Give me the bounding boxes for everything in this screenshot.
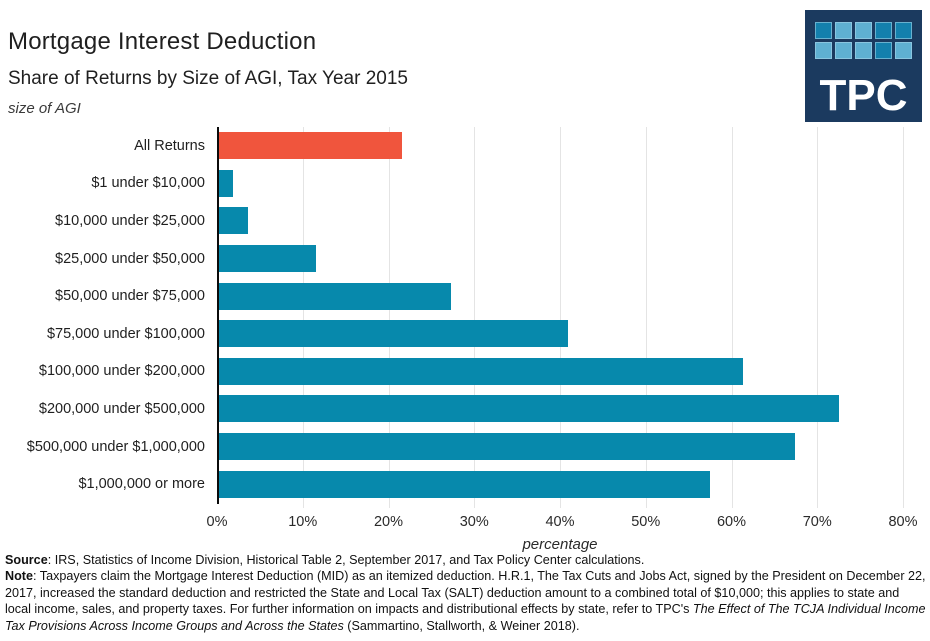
gridline (903, 127, 904, 508)
logo-square-icon (855, 22, 872, 39)
logo-square-icon (835, 22, 852, 39)
category-label: All Returns (134, 137, 205, 154)
bar-area (217, 207, 903, 235)
gridlines (217, 127, 904, 508)
chart-row: All Returns (0, 127, 930, 165)
logo-square-icon (855, 42, 872, 59)
chart-row: $10,000 under $25,000 (0, 202, 930, 240)
x-tick-label: 70% (802, 514, 832, 530)
gridline (645, 127, 647, 508)
bar-area (217, 245, 903, 273)
bar (217, 132, 403, 160)
gridline (560, 127, 561, 508)
x-axis-title: percentage (522, 536, 598, 553)
chart-row: $25,000 under $50,000 (0, 240, 930, 278)
bar-area (217, 395, 903, 423)
bar-area (217, 320, 903, 348)
note-publication-title: The Effect of The TCJA Individual Income… (5, 602, 926, 633)
tpc-logo: TPC (805, 10, 922, 122)
logo-square-icon (875, 22, 892, 39)
note-paragraph: Note: Taxpayers claim the Mortgage Inter… (5, 568, 926, 634)
gridline (388, 127, 390, 508)
bar-area (217, 470, 903, 498)
chart-row: $75,000 under $100,000 (0, 315, 930, 353)
bar (217, 470, 711, 498)
bar (217, 169, 234, 197)
note-text-2: (Sammartino, Stallworth, & Weiner 2018). (343, 618, 580, 633)
source-note: Source: IRS, Statistics of Income Divisi… (5, 552, 926, 568)
note-label: Note (5, 569, 33, 584)
bar (217, 395, 839, 423)
logo-square-icon (875, 42, 892, 59)
tpc-logo-text: TPC (819, 71, 908, 120)
chart-row: $200,000 under $500,000 (0, 390, 930, 428)
category-label: $1 under $10,000 (91, 175, 205, 192)
gridline (817, 127, 819, 508)
x-tick-label: 10% (288, 514, 318, 530)
y-axis-title: size of AGI (8, 100, 81, 117)
category-label: $75,000 under $100,000 (46, 325, 205, 342)
tpc-logo-grid-icon (815, 22, 912, 59)
gridline (302, 127, 304, 508)
x-tick-label: 20% (373, 514, 404, 530)
logo-square-icon (835, 42, 852, 59)
chart-rows: All Returns $1 under $10,000 $10,000 under… (0, 127, 930, 503)
bar-area (217, 357, 903, 385)
bar-area (217, 169, 903, 197)
chart-row: $500,000 under $1,000,000 (0, 428, 930, 466)
x-tick-label: 30% (459, 514, 489, 530)
bar-area (217, 282, 903, 310)
bar-area (217, 132, 903, 160)
bar (217, 245, 316, 273)
source-text: : IRS, Statistics of Income Division, Hi… (47, 553, 645, 567)
category-label: $200,000 under $500,000 (38, 400, 205, 417)
bar-chart: All Returns $1 under $10,000 $10,000 under… (0, 127, 930, 508)
note-text-1: : Taxpayers claim the Mortgage Interest … (5, 569, 926, 617)
category-label: $1,000,000 or more (78, 476, 205, 493)
category-label: $50,000 under $75,000 (55, 288, 205, 305)
category-label: $10,000 under $25,000 (55, 212, 205, 229)
x-tick-label: 40% (545, 514, 575, 530)
category-label: $500,000 under $1,000,000 (26, 438, 205, 455)
x-tick-label: 80% (888, 514, 918, 530)
logo-square-icon (895, 22, 912, 39)
logo-square-icon (895, 42, 912, 59)
chart-row: $1 under $10,000 (0, 165, 930, 203)
category-label: $25,000 under $50,000 (55, 250, 205, 267)
source-label: Source (5, 553, 48, 567)
y-axis-line (217, 127, 219, 504)
bar-area (217, 433, 903, 461)
bar (217, 433, 795, 461)
x-tick-label: 60% (716, 514, 747, 530)
bar (217, 320, 568, 348)
bar (217, 282, 452, 310)
chart-title: Mortgage Interest Deduction (8, 28, 317, 55)
category-label: $100,000 under $200,000 (38, 363, 205, 380)
x-tick-label: 0% (206, 514, 228, 530)
gridline (731, 127, 733, 508)
chart-subtitle: Share of Returns by Size of AGI, Tax Yea… (8, 68, 408, 89)
chart-row: $100,000 under $200,000 (0, 353, 930, 391)
logo-square-icon (815, 22, 832, 39)
logo-square-icon (815, 42, 832, 59)
x-tick-label: 50% (631, 514, 661, 530)
gridline (474, 127, 476, 508)
bar (217, 357, 743, 385)
chart-row: $50,000 under $75,000 (0, 277, 930, 315)
chart-row: $1,000,000 or more (0, 465, 930, 503)
footnotes: Source: IRS, Statistics of Income Divisi… (5, 552, 926, 634)
x-axis-ticks: 0% 10% 20% 30% 40% 50% 60% 70% 80% (207, 514, 918, 532)
bar (217, 207, 248, 235)
